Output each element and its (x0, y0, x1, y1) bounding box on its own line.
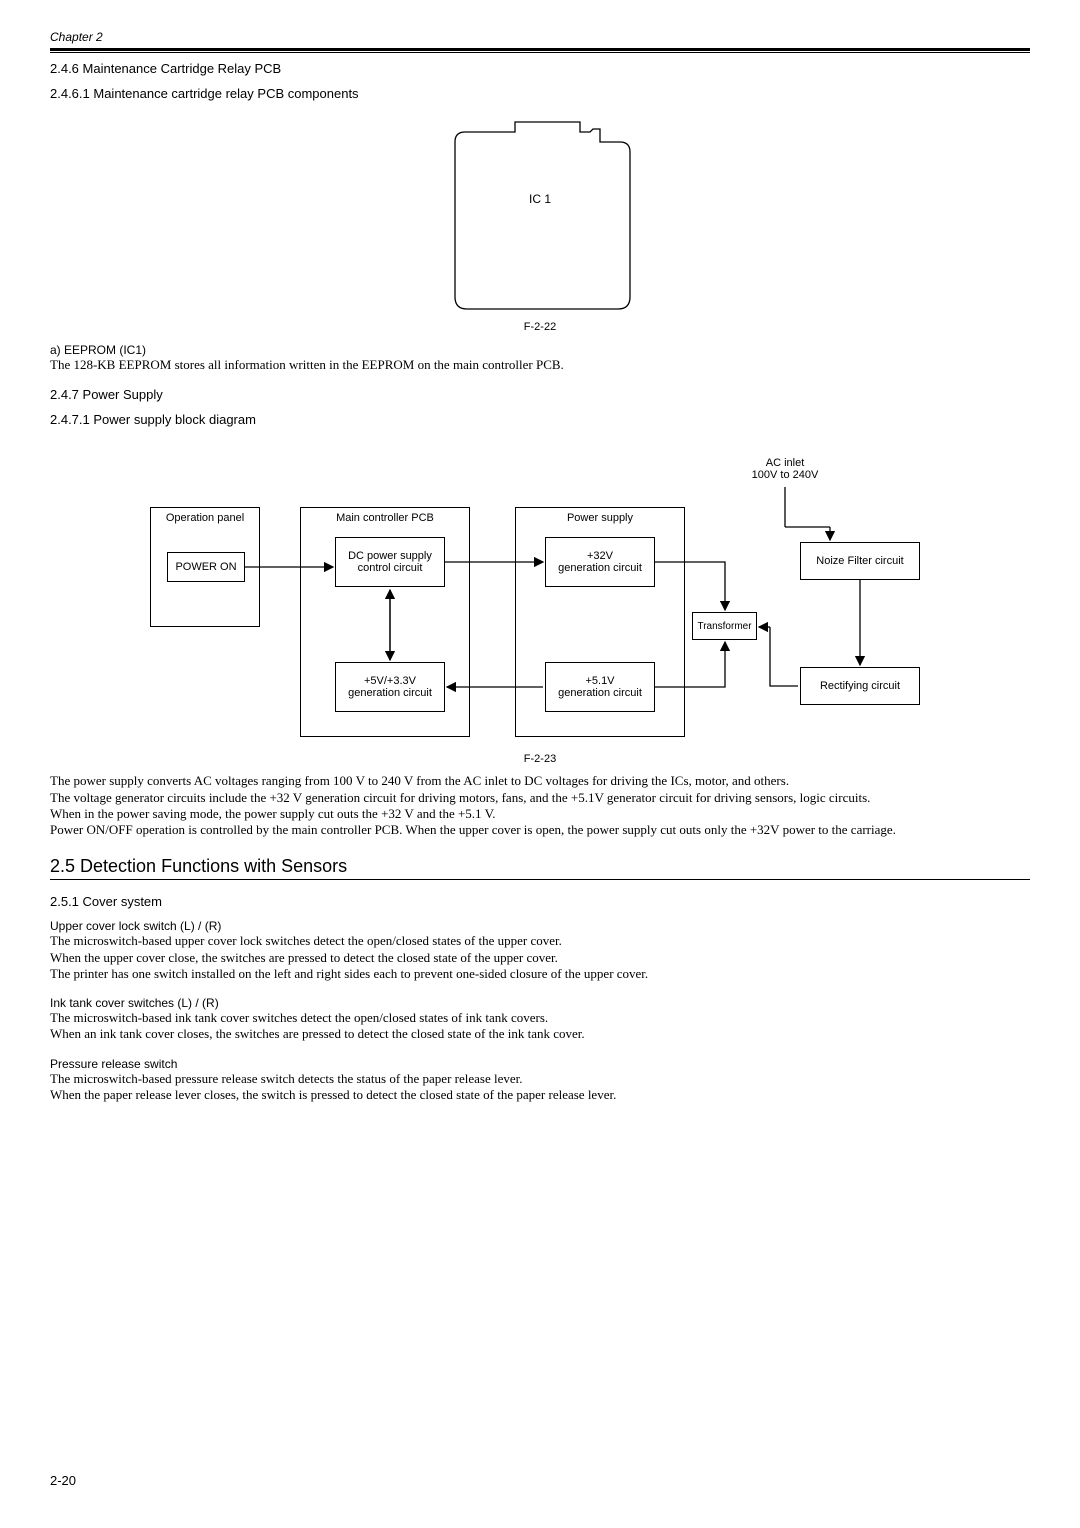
eeprom-heading: a) EEPROM (IC1) (50, 343, 1030, 357)
section-rule (50, 879, 1030, 880)
s247-body-1: The power supply converts AC voltages ra… (50, 773, 1030, 789)
header-rule (50, 48, 1030, 53)
chapter-label: Chapter 2 (50, 30, 1030, 44)
upper-cover-l3: The printer has one switch installed on … (50, 966, 1030, 982)
pressure-l2: When the paper release lever closes, the… (50, 1087, 1030, 1103)
ac-inlet-label: AC inlet 100V to 240V (740, 457, 830, 481)
pcb-outline (435, 117, 645, 317)
ink-tank-l1: The microswitch-based ink tank cover swi… (50, 1010, 1030, 1026)
heading-2461: 2.4.6.1 Maintenance cartridge relay PCB … (50, 86, 1030, 101)
v5-33-inner: +5V/+3.3V generation circuit (335, 662, 445, 712)
page-number: 2-20 (50, 1473, 76, 1488)
heading-2471: 2.4.7.1 Power supply block diagram (50, 412, 1030, 427)
pressure-l1: The microswitch-based pressure release s… (50, 1071, 1030, 1087)
v32-inner: +32V generation circuit (545, 537, 655, 587)
pressure-heading: Pressure release switch (50, 1057, 1030, 1071)
caption-f222: F-2-22 (50, 321, 1030, 333)
s247-body-2: The voltage generator circuits include t… (50, 790, 1030, 806)
ic1-label: IC 1 (435, 192, 645, 206)
rectify-box: Rectifying circuit (800, 667, 920, 705)
s247-body-4: Power ON/OFF operation is controlled by … (50, 822, 1030, 838)
power-on-inner: POWER ON (167, 552, 245, 582)
noise-filter-box: Noize Filter circuit (800, 542, 920, 580)
figure-f223: AC inlet 100V to 240V Operation panel PO… (50, 457, 1030, 747)
upper-cover-l2: When the upper cover close, the switches… (50, 950, 1030, 966)
upper-cover-heading: Upper cover lock switch (L) / (R) (50, 919, 1030, 933)
caption-f223: F-2-23 (50, 753, 1030, 765)
s247-body-3: When in the power saving mode, the power… (50, 806, 1030, 822)
eeprom-body: The 128-KB EEPROM stores all information… (50, 357, 1030, 373)
ink-tank-heading: Ink tank cover switches (L) / (R) (50, 996, 1030, 1010)
dc-control-inner: DC power supply control circuit (335, 537, 445, 587)
upper-cover-l1: The microswitch-based upper cover lock s… (50, 933, 1030, 949)
heading-246: 2.4.6 Maintenance Cartridge Relay PCB (50, 61, 1030, 76)
ink-tank-l2: When an ink tank cover closes, the switc… (50, 1026, 1030, 1042)
transformer-box: Transformer (692, 612, 757, 640)
figure-f222: IC 1 (50, 117, 1030, 317)
heading-251: 2.5.1 Cover system (50, 894, 1030, 909)
heading-247: 2.4.7 Power Supply (50, 387, 1030, 402)
v51-inner: +5.1V generation circuit (545, 662, 655, 712)
heading-25: 2.5 Detection Functions with Sensors (50, 856, 1030, 877)
